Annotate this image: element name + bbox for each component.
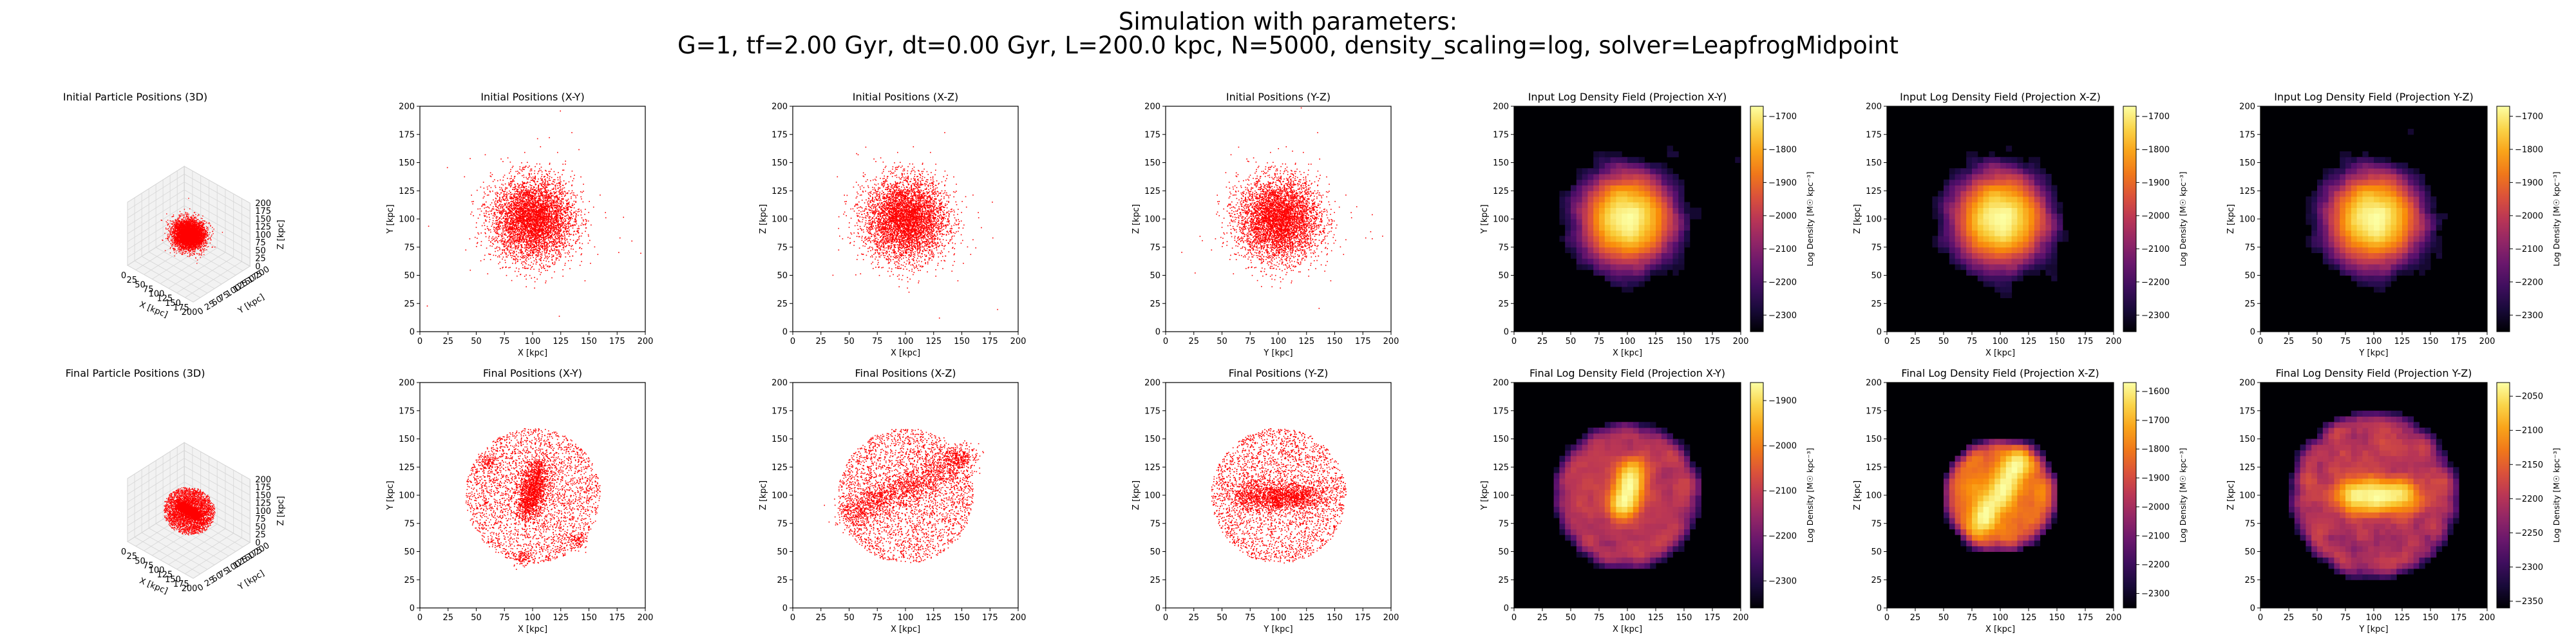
particle-point (180, 213, 181, 214)
particle-point (178, 220, 179, 221)
particle-point (207, 230, 208, 231)
particle-point (170, 234, 171, 235)
particle-point (170, 248, 171, 249)
particle-point (182, 247, 183, 248)
particle-point (168, 230, 169, 231)
particle-point (206, 249, 207, 250)
particle-point (174, 245, 175, 246)
particle-point (164, 233, 165, 234)
particle-point (185, 217, 186, 218)
particle-point (171, 216, 172, 217)
particle-point (206, 226, 207, 227)
particle-point (175, 240, 176, 241)
particle-point (170, 230, 171, 231)
particle-point (174, 248, 175, 249)
particle-point (174, 222, 175, 223)
particle-point (173, 214, 174, 215)
particle-point (199, 220, 200, 221)
particle-point (199, 248, 200, 249)
particle-point (166, 213, 167, 214)
particle-point (212, 227, 213, 228)
particle-point (170, 247, 171, 248)
particle-point (171, 241, 172, 242)
particle-point (182, 254, 183, 255)
particle-point (176, 252, 177, 253)
particle-point (205, 232, 206, 233)
particle-point (192, 252, 193, 253)
particle-point (173, 221, 174, 222)
particle-point (178, 251, 179, 252)
particle-point (209, 223, 210, 224)
particle-point (185, 249, 186, 250)
chart-title: Initial Particle Positions (3D) (63, 91, 207, 103)
particle-point (174, 249, 175, 250)
particle-point (192, 251, 193, 252)
particle-point (177, 218, 178, 219)
particle-point (165, 250, 166, 251)
particle-point (169, 226, 170, 227)
particle-point (194, 250, 195, 251)
particle-point (189, 251, 190, 252)
particle-point (170, 232, 171, 233)
particle-point (168, 228, 169, 229)
particle-point (179, 215, 180, 216)
particle-point (188, 217, 189, 218)
particle-point (170, 220, 171, 221)
chart-init3d: Initial Particle Positions (3D)0 25507510… (63, 91, 286, 320)
particle-point (202, 220, 203, 221)
